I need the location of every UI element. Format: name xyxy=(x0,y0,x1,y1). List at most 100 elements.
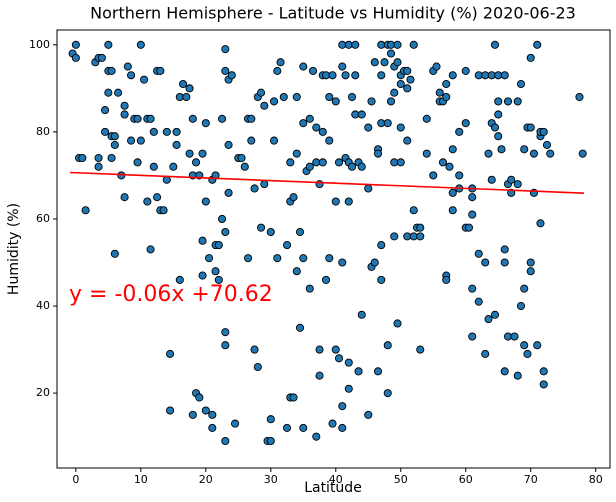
point xyxy=(247,114,256,123)
point xyxy=(205,254,214,263)
point xyxy=(295,227,305,237)
point xyxy=(136,40,145,49)
x-tick-label: 0 xyxy=(72,473,79,486)
x-tick-label: 10 xyxy=(134,473,148,486)
point xyxy=(377,275,386,284)
point xyxy=(435,88,444,97)
point xyxy=(94,162,103,171)
point xyxy=(208,423,217,432)
point xyxy=(208,410,217,419)
point xyxy=(315,371,324,380)
point xyxy=(438,158,448,167)
point xyxy=(114,88,123,97)
x-tick-label: 50 xyxy=(394,473,408,486)
point xyxy=(107,153,116,163)
point xyxy=(386,97,396,106)
point xyxy=(507,175,516,184)
point xyxy=(396,79,405,89)
point xyxy=(334,158,344,167)
point xyxy=(344,358,353,367)
point xyxy=(520,341,529,350)
point xyxy=(224,140,233,149)
point xyxy=(403,136,412,145)
point xyxy=(526,53,535,62)
point xyxy=(533,40,542,49)
point xyxy=(286,158,295,167)
point xyxy=(185,149,194,158)
point xyxy=(386,49,396,58)
point xyxy=(149,127,158,136)
point xyxy=(331,345,340,354)
point xyxy=(455,127,464,136)
point xyxy=(198,271,207,280)
point xyxy=(529,149,539,158)
point xyxy=(104,40,113,49)
point xyxy=(578,149,587,158)
point xyxy=(231,419,240,428)
point xyxy=(448,145,457,154)
y-tick-label: 20 xyxy=(36,386,50,399)
point xyxy=(94,153,103,163)
point xyxy=(328,419,337,428)
point xyxy=(140,75,149,84)
point xyxy=(250,345,259,354)
point xyxy=(81,206,90,215)
point xyxy=(107,66,116,75)
point xyxy=(104,88,113,97)
x-tick-label: 80 xyxy=(589,473,603,486)
point xyxy=(149,162,158,171)
point xyxy=(416,232,425,241)
point xyxy=(338,423,347,432)
point xyxy=(474,249,483,258)
point xyxy=(357,110,366,119)
point xyxy=(221,45,230,54)
point xyxy=(396,158,405,167)
point xyxy=(344,197,353,206)
point xyxy=(192,158,201,167)
point xyxy=(334,354,344,363)
point xyxy=(364,123,373,132)
point xyxy=(484,315,493,324)
point xyxy=(344,384,353,393)
point xyxy=(247,136,256,145)
point xyxy=(127,71,136,80)
point xyxy=(221,341,230,350)
point xyxy=(282,241,292,250)
point xyxy=(354,367,363,376)
point xyxy=(299,423,308,432)
point xyxy=(468,193,477,202)
point xyxy=(393,40,402,49)
x-tick-label: 70 xyxy=(524,473,538,486)
point xyxy=(282,423,292,432)
point xyxy=(500,71,509,80)
point xyxy=(396,123,405,132)
point xyxy=(442,92,451,102)
point xyxy=(101,106,110,115)
point xyxy=(575,92,584,102)
point xyxy=(260,180,269,189)
point xyxy=(520,145,529,154)
point xyxy=(357,162,366,171)
point xyxy=(377,241,386,250)
regression-equation: y = -0.06x +70.62 xyxy=(69,282,273,307)
point xyxy=(351,40,360,49)
point xyxy=(256,223,266,232)
point xyxy=(305,162,314,171)
point xyxy=(513,371,522,380)
point xyxy=(383,389,392,398)
point xyxy=(347,92,357,102)
point xyxy=(133,114,142,123)
point xyxy=(523,349,532,358)
point xyxy=(390,232,399,241)
point xyxy=(383,341,392,350)
point xyxy=(377,71,386,80)
point xyxy=(393,319,402,328)
chart-title: Northern Hemisphere - Latitude vs Humidi… xyxy=(90,4,576,23)
y-tick-label: 60 xyxy=(36,212,50,225)
point xyxy=(308,66,318,75)
point xyxy=(110,249,119,258)
point xyxy=(166,349,175,358)
point xyxy=(299,254,308,263)
y-tick-label: 80 xyxy=(36,125,50,138)
